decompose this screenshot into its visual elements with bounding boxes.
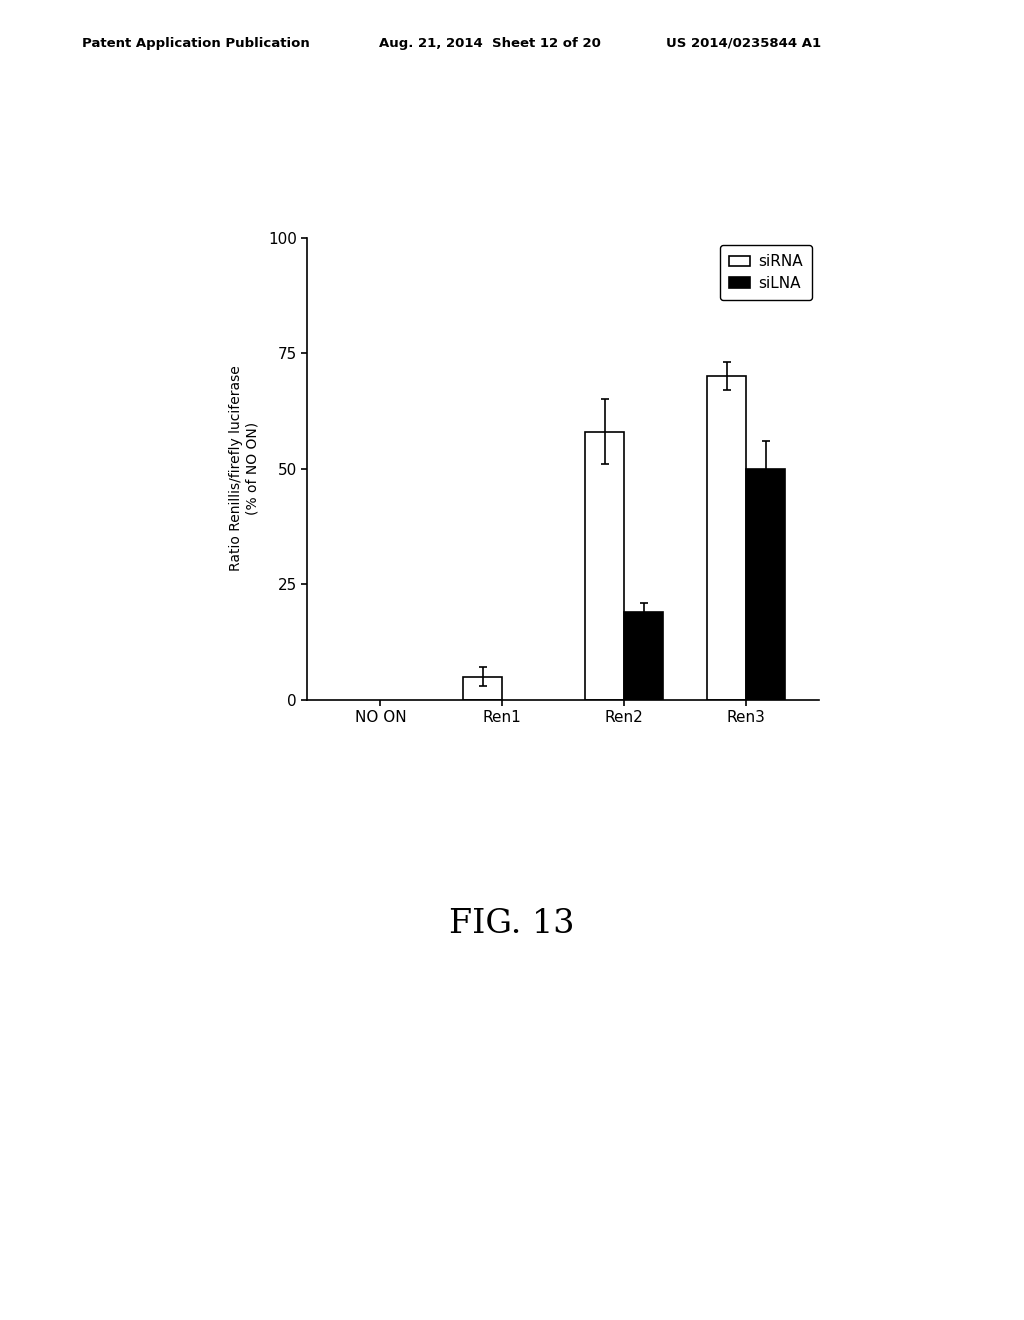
Text: FIG. 13: FIG. 13	[450, 908, 574, 940]
Bar	[707, 376, 746, 700]
Bar	[585, 432, 625, 700]
Y-axis label: Ratio Renillis/firefly luciferase
(% of NO ON): Ratio Renillis/firefly luciferase (% of …	[229, 366, 259, 572]
Text: Aug. 21, 2014  Sheet 12 of 20: Aug. 21, 2014 Sheet 12 of 20	[379, 37, 601, 50]
Bar	[746, 469, 785, 700]
Legend: siRNA, siLNA: siRNA, siLNA	[720, 246, 812, 300]
Bar	[463, 676, 502, 700]
Bar	[625, 612, 664, 700]
Text: US 2014/0235844 A1: US 2014/0235844 A1	[666, 37, 820, 50]
Text: Patent Application Publication: Patent Application Publication	[82, 37, 309, 50]
